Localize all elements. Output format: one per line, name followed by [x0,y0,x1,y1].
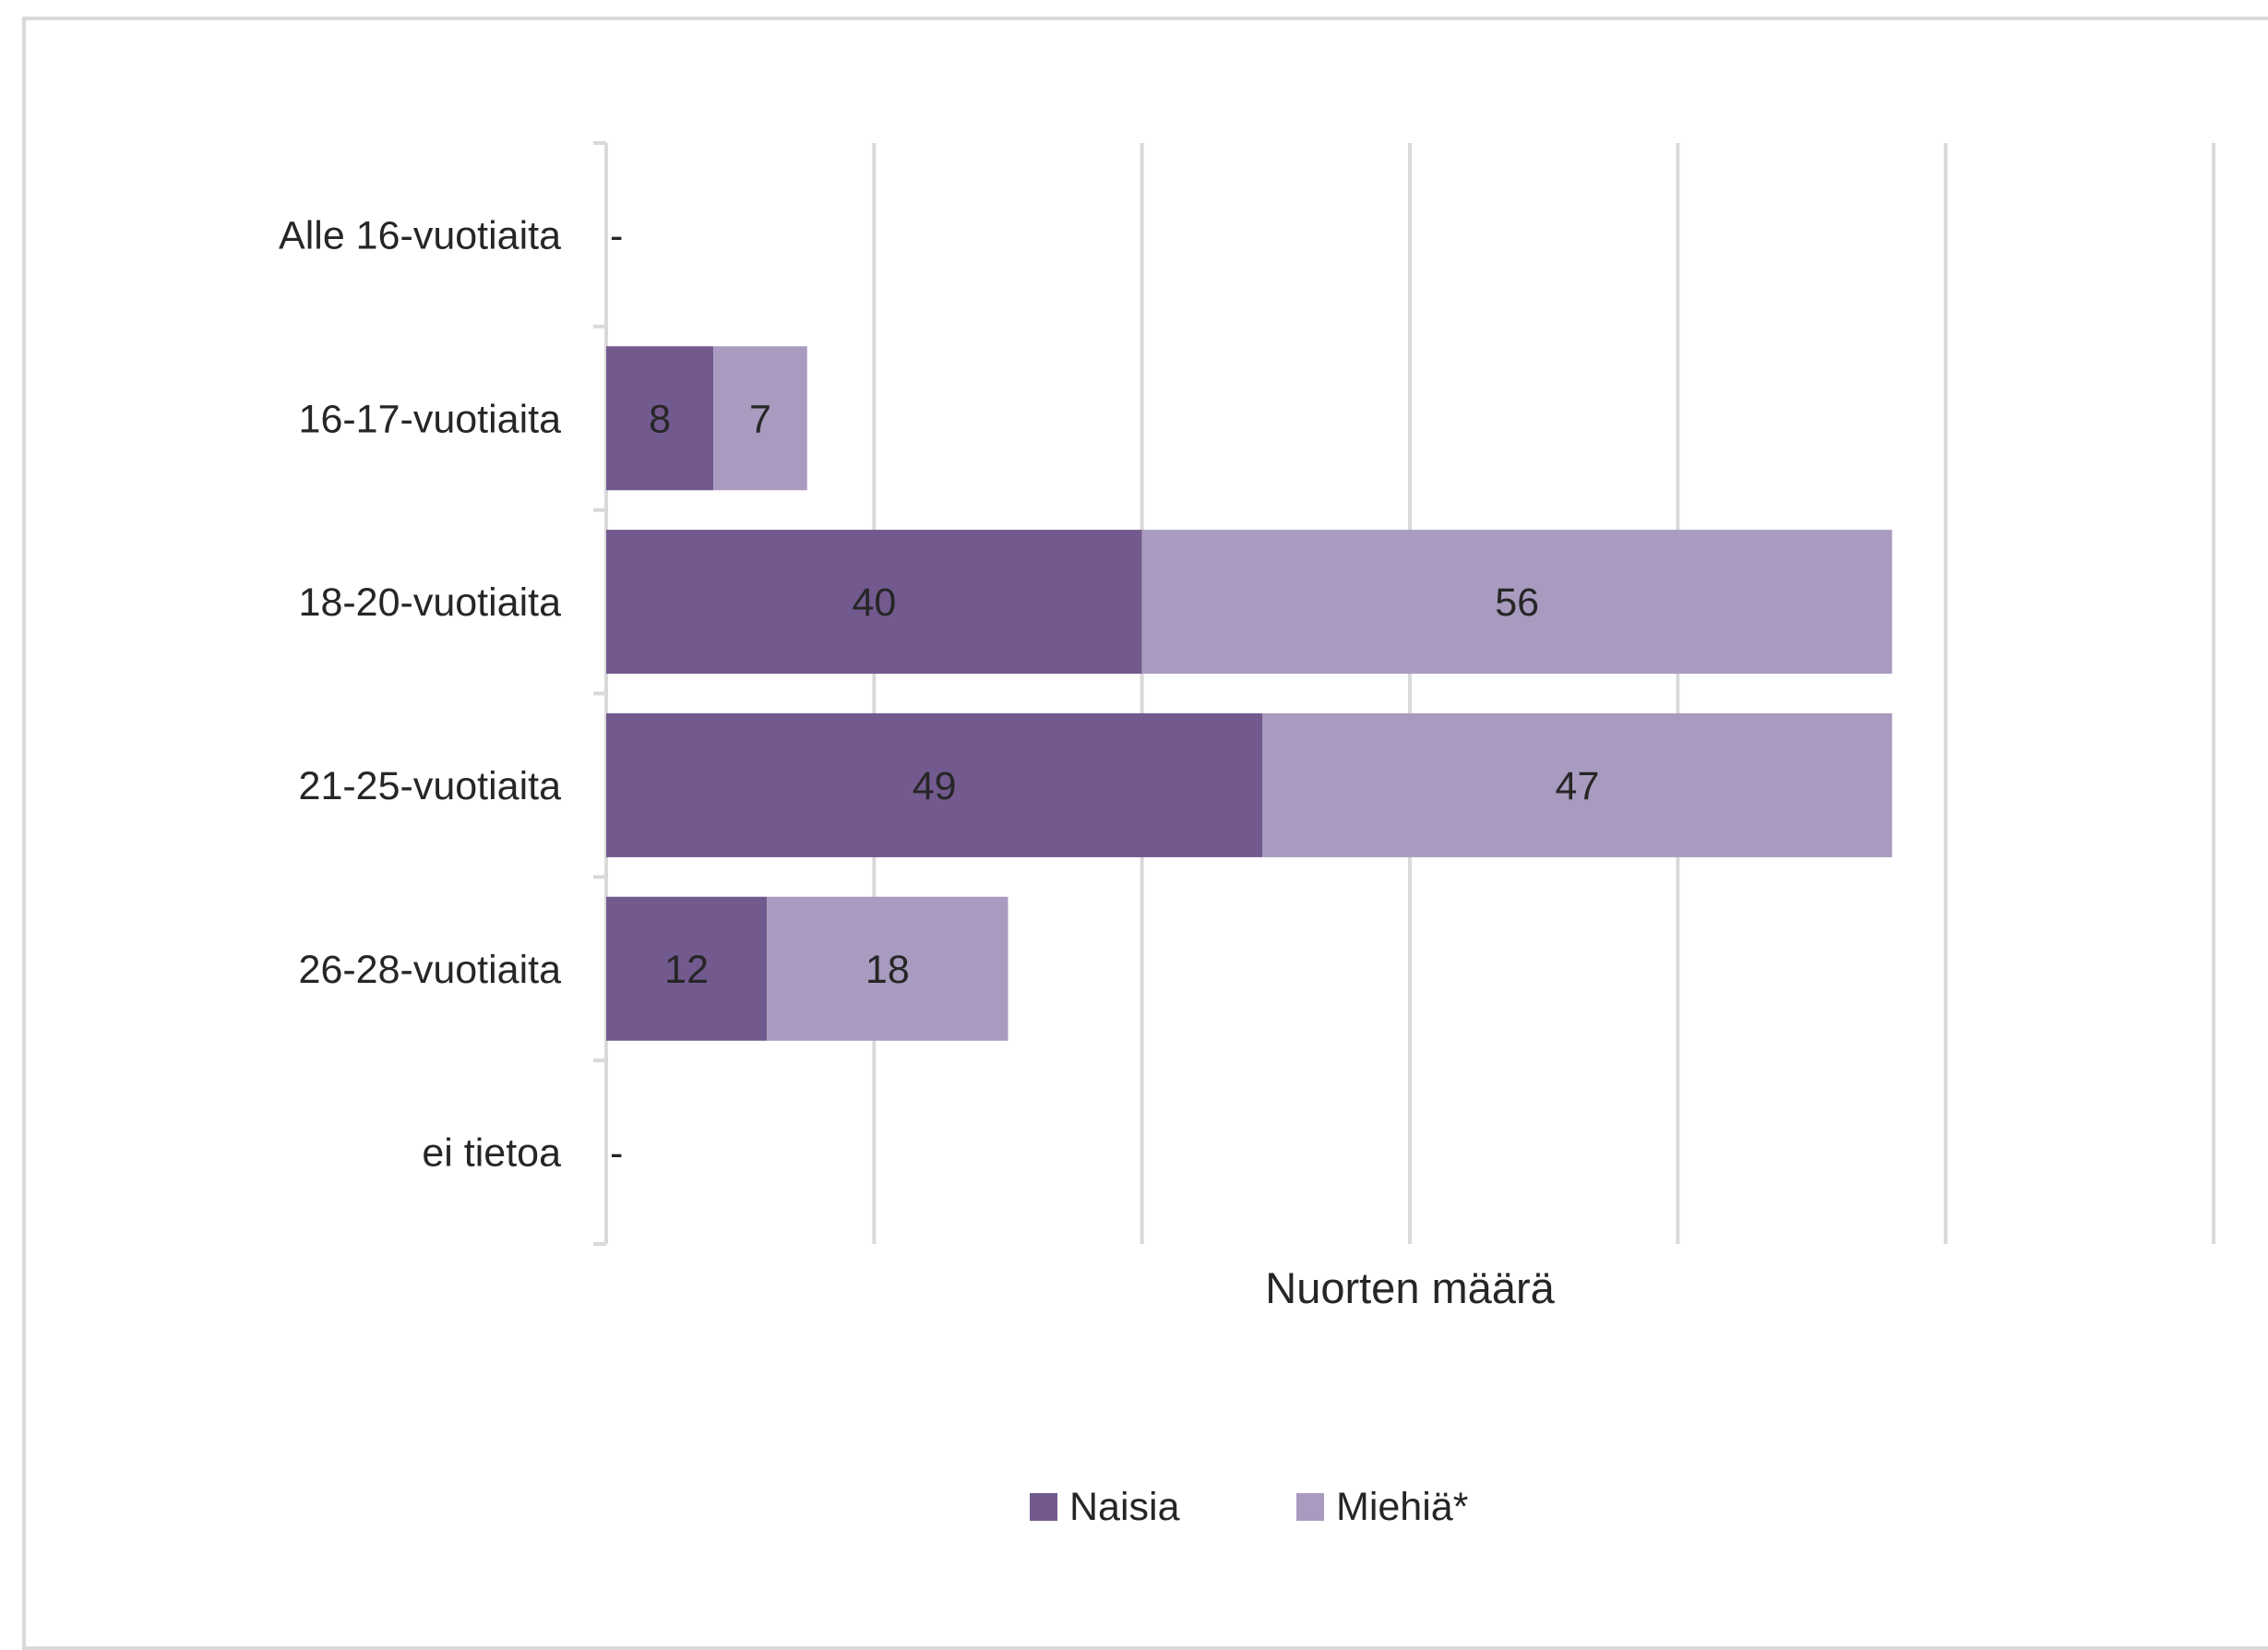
bars: - 8 7 40 56 49 47 12 18 - [606,213,1892,1176]
data-label: 7 [749,397,771,441]
bar-segment-naisia [606,346,714,491]
category-label: ei tietoa [422,1131,561,1176]
zero-value-label: - [610,213,623,257]
bar-segment-miehia [1141,530,1892,675]
data-label: 40 [852,580,896,625]
legend: Naisia Miehiä* [1030,1485,1469,1529]
data-label: 47 [1556,764,1600,808]
data-label: 56 [1495,580,1539,625]
category-label: 26-28-vuotiaita [299,948,562,992]
bar-segment-naisia [606,896,768,1041]
legend-swatch [1030,1493,1057,1521]
gridlines [872,143,2215,1244]
x-axis-title: Nuorten määrä [1265,1263,1555,1312]
category-label: 18-20-vuotiaita [299,580,562,625]
bar-segment-miehia [713,346,807,491]
bar-segment-naisia [606,712,1263,857]
zero-value-label: - [610,1131,623,1176]
category-axis [593,141,608,1246]
category-label: 21-25-vuotiaita [299,764,562,808]
category-label: Alle 16-vuotiaita [279,213,561,257]
data-label: 49 [913,764,957,808]
bar-segment-naisia [606,530,1142,675]
bar-segment-miehia [1262,712,1892,857]
category-labels: Alle 16-vuotiaita 16-17-vuotiaita 18-20-vu… [279,213,561,1175]
data-label: 8 [649,397,671,441]
bar-segment-miehia [767,896,1009,1041]
data-label: 12 [664,948,709,992]
legend-label: Miehiä* [1336,1485,1469,1529]
legend-swatch [1296,1493,1324,1521]
category-label: 16-17-vuotiaita [299,397,562,441]
data-label: 18 [865,948,910,992]
legend-label: Naisia [1069,1485,1180,1529]
